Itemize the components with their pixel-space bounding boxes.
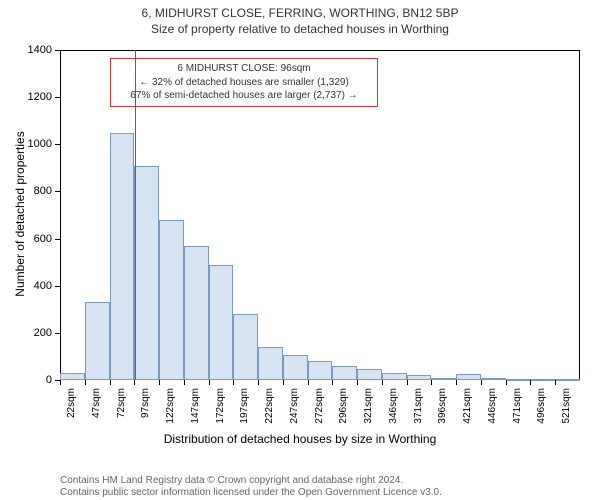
x-tick [555, 380, 556, 385]
chart-title-line1: 6, MIDHURST CLOSE, FERRING, WORTHING, BN… [0, 6, 600, 20]
histogram-bar [258, 347, 283, 380]
footer: Contains HM Land Registry data © Crown c… [60, 475, 442, 499]
x-tick-label: 496sqm [536, 388, 547, 434]
y-tick [55, 333, 60, 334]
x-tick [209, 380, 210, 385]
x-tick-label: 521sqm [561, 388, 572, 434]
histogram-bar [456, 374, 481, 380]
y-tick [55, 144, 60, 145]
x-tick-label: 272sqm [314, 388, 325, 434]
histogram-bar [283, 355, 308, 380]
y-tick [55, 50, 60, 51]
footer-line1: Contains HM Land Registry data © Crown c… [60, 475, 442, 487]
x-tick [407, 380, 408, 385]
x-tick [456, 380, 457, 385]
chart-subtitle: Size of property relative to detached ho… [0, 22, 600, 36]
x-tick-label: 72sqm [116, 388, 127, 434]
annotation-line1: 6 MIDHURST CLOSE: 96sqm [116, 62, 372, 76]
x-tick-label: 47sqm [91, 388, 102, 434]
annotation-box: 6 MIDHURST CLOSE: 96sqm ← 32% of detache… [110, 58, 378, 107]
x-tick-label: 122sqm [165, 388, 176, 434]
x-tick [431, 380, 432, 385]
x-tick [506, 380, 507, 385]
histogram-bar [134, 166, 159, 381]
x-tick [85, 380, 86, 385]
histogram-bar [382, 373, 407, 380]
x-tick-label: 97sqm [140, 388, 151, 434]
footer-line2: Contains public sector information licen… [60, 487, 442, 499]
x-tick [258, 380, 259, 385]
histogram-bar [60, 373, 85, 380]
y-tick [55, 191, 60, 192]
x-tick-label: 346sqm [388, 388, 399, 434]
x-tick [283, 380, 284, 385]
annotation-line3: 67% of semi-detached houses are larger (… [116, 89, 372, 103]
y-tick-label: 200 [0, 327, 52, 339]
y-tick-label: 1400 [0, 44, 52, 56]
x-tick-label: 296sqm [338, 388, 349, 434]
x-tick [308, 380, 309, 385]
histogram-bar [555, 379, 580, 381]
x-tick [159, 380, 160, 385]
histogram-bar [159, 220, 184, 380]
histogram-bar [184, 246, 209, 380]
histogram-bar [357, 369, 382, 380]
annotation-line2: ← 32% of detached houses are smaller (1,… [116, 76, 372, 90]
histogram-bar [110, 133, 135, 381]
y-tick-label: 0 [0, 374, 52, 386]
y-tick-label: 800 [0, 185, 52, 197]
y-tick [55, 286, 60, 287]
histogram-bar [233, 314, 258, 380]
histogram-bar [481, 378, 506, 380]
y-tick [55, 239, 60, 240]
x-tick [60, 380, 61, 385]
x-tick-label: 247sqm [289, 388, 300, 434]
x-tick-label: 147sqm [190, 388, 201, 434]
y-tick-label: 400 [0, 280, 52, 292]
histogram-bar [407, 375, 432, 380]
histogram-bar [308, 361, 333, 380]
x-tick [530, 380, 531, 385]
y-tick-label: 1000 [0, 138, 52, 150]
x-tick-label: 222sqm [264, 388, 275, 434]
x-tick [233, 380, 234, 385]
x-tick-label: 371sqm [413, 388, 424, 434]
x-tick-label: 421sqm [462, 388, 473, 434]
x-tick [357, 380, 358, 385]
x-tick [481, 380, 482, 385]
chart-container: { "chart": { "title_line1": "6, MIDHURST… [0, 0, 600, 500]
y-tick-label: 1200 [0, 91, 52, 103]
x-tick-label: 446sqm [487, 388, 498, 434]
x-tick-label: 396sqm [437, 388, 448, 434]
histogram-bar [332, 366, 357, 380]
marker-line [135, 50, 136, 380]
histogram-bar [506, 379, 531, 381]
x-tick [382, 380, 383, 385]
histogram-bar [85, 302, 110, 380]
x-axis-label: Distribution of detached houses by size … [0, 432, 600, 446]
x-tick [184, 380, 185, 385]
y-tick-label: 600 [0, 233, 52, 245]
histogram-bar [431, 378, 456, 380]
histogram-bar [209, 265, 234, 381]
x-tick-label: 471sqm [512, 388, 523, 434]
x-tick-label: 321sqm [363, 388, 374, 434]
x-tick [332, 380, 333, 385]
x-tick-label: 197sqm [239, 388, 250, 434]
x-tick [134, 380, 135, 385]
x-tick [110, 380, 111, 385]
y-tick [55, 97, 60, 98]
x-tick-label: 172sqm [215, 388, 226, 434]
x-tick-label: 22sqm [66, 388, 77, 434]
histogram-bar [530, 379, 555, 381]
